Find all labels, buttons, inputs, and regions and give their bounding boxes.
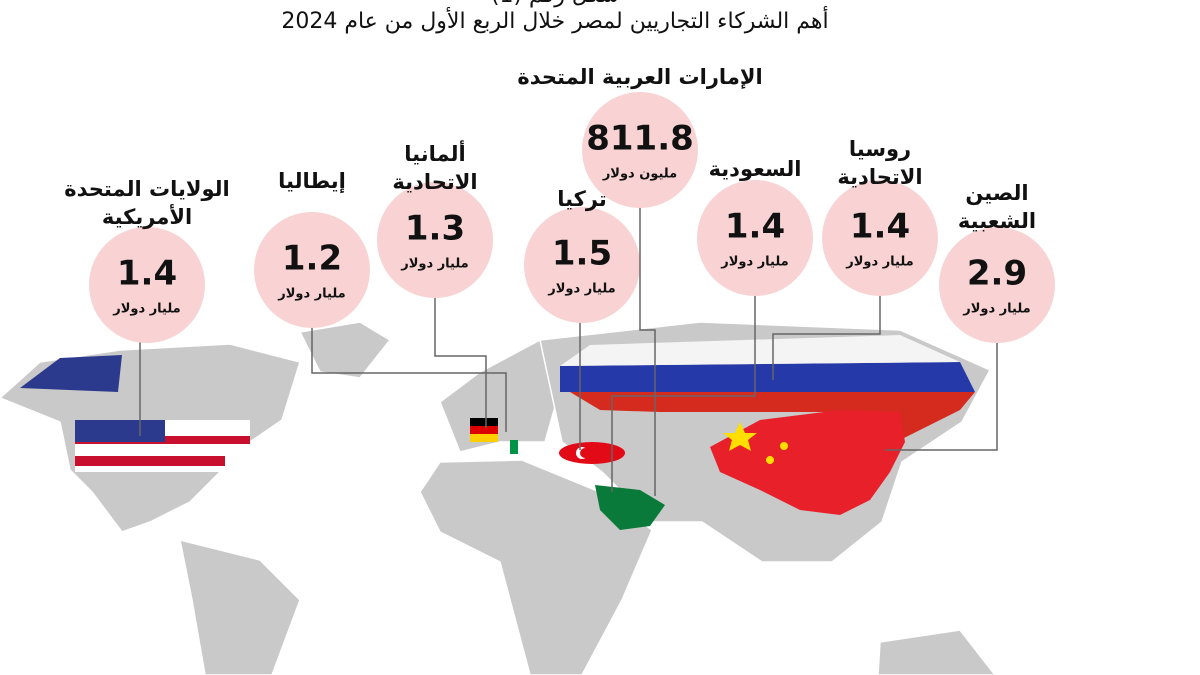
- value-circle: [822, 180, 938, 296]
- unit: مليار دولار: [112, 302, 180, 317]
- italy-flag: [510, 440, 518, 454]
- unit: مليار دولار: [845, 255, 913, 270]
- value: 2.9: [967, 254, 1027, 294]
- value: 1.4: [117, 254, 177, 294]
- value-circle: [89, 227, 205, 343]
- value: 1.3: [405, 209, 465, 249]
- value: 1.2: [282, 239, 342, 279]
- value-circle: [939, 227, 1055, 343]
- country-name: الإمارات العربية المتحدة: [517, 65, 762, 89]
- germany-flag: [470, 418, 498, 442]
- unit: مليار دولار: [962, 302, 1030, 317]
- value-circle: [254, 212, 370, 328]
- leader-line: [434, 298, 487, 428]
- figure-label: شكل رقم (1): [491, 0, 619, 8]
- value: 1.4: [725, 207, 785, 247]
- country-name: ألمانيا: [404, 139, 465, 166]
- country-name: الشعبية: [958, 209, 1036, 233]
- south-america: [179, 538, 301, 675]
- country-name: الأمريكية: [102, 203, 192, 229]
- leader-line: [311, 328, 507, 432]
- country-name: الاتحادية: [837, 165, 922, 189]
- australia: [877, 629, 996, 675]
- africa: [419, 459, 653, 675]
- value: 1.4: [850, 207, 910, 247]
- saudi-flag: [595, 485, 665, 530]
- value-circle: [377, 182, 493, 298]
- world-map: [0, 321, 996, 675]
- leader-line: [639, 206, 656, 496]
- value-circle: [697, 180, 813, 296]
- value: 811.8: [586, 119, 694, 159]
- value-circle: [524, 207, 640, 323]
- country-name: تركيا: [557, 187, 607, 211]
- value-circle: [582, 92, 698, 208]
- russia-flag: [560, 335, 975, 440]
- greenland: [298, 321, 392, 379]
- country-name: إيطاليا: [278, 169, 346, 193]
- title: أهم الشركاء التجاريين لمصر خلال الربع ال…: [281, 6, 828, 34]
- unit: مليار دولار: [547, 282, 615, 297]
- leader-line: [885, 343, 998, 451]
- unit: مليار دولار: [400, 257, 468, 272]
- unit: مليار دولار: [277, 287, 345, 302]
- china-flag: [710, 410, 905, 515]
- country-name: الصين: [965, 181, 1028, 205]
- unit: مليار دولار: [720, 255, 788, 270]
- unit: مليون دولار: [602, 167, 677, 182]
- turkey-flag: [559, 442, 625, 464]
- country-name: روسيا: [849, 137, 911, 161]
- country-name: السعودية: [709, 157, 802, 181]
- leader-line: [772, 296, 881, 380]
- country-name: الاتحادية: [392, 170, 477, 194]
- value: 1.5: [552, 234, 612, 274]
- usa-flag: [20, 355, 250, 472]
- country-name: الولايات المتحدة: [64, 177, 229, 201]
- leader-line: [611, 296, 756, 492]
